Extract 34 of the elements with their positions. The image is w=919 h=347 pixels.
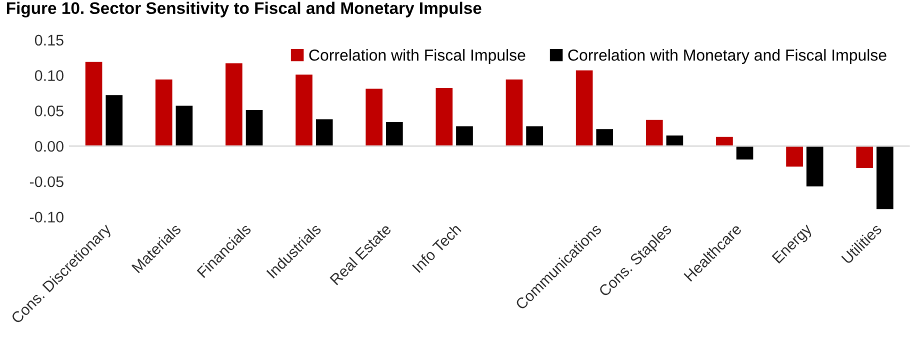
- bar: [226, 63, 242, 146]
- bar: [366, 88, 383, 146]
- y-tick-label: -0.10: [30, 212, 64, 223]
- y-tick-label: 0.00: [34, 140, 64, 152]
- bar: [316, 119, 333, 146]
- bar: [666, 135, 684, 146]
- bar: [526, 126, 543, 146]
- bar: [596, 129, 614, 146]
- chart-title: Figure 10. Sector Sensitivity to Fiscal and Monetary Impulse: [6, 2, 482, 18]
- bar: [106, 95, 123, 146]
- legend-label: Correlation with Fiscal Impulse: [309, 49, 526, 64]
- bar: [176, 106, 193, 146]
- y-tick-label: 0.10: [34, 70, 64, 81]
- bar: [876, 146, 894, 210]
- bar: [716, 136, 733, 146]
- bar: [296, 74, 312, 146]
- y-tick-label: -0.05: [30, 176, 64, 188]
- x-tick-label: Info Tech: [412, 223, 462, 274]
- bar: [736, 146, 754, 160]
- bar: [646, 120, 663, 146]
- bar: [436, 88, 453, 146]
- y-tick-label: 0.05: [34, 106, 64, 116]
- bar: [456, 126, 473, 146]
- bar: [506, 80, 523, 146]
- legend-label: Correlation with Monetary and Fiscal Impulse: [568, 49, 886, 64]
- bar: [806, 146, 824, 186]
- bar: [576, 70, 593, 146]
- bar: [386, 122, 403, 146]
- bar: [856, 146, 874, 168]
- bar: [246, 110, 263, 146]
- bar: [85, 62, 102, 146]
- bar: [786, 146, 803, 167]
- bar: [155, 80, 172, 146]
- y-tick-label: 0.15: [34, 34, 64, 46]
